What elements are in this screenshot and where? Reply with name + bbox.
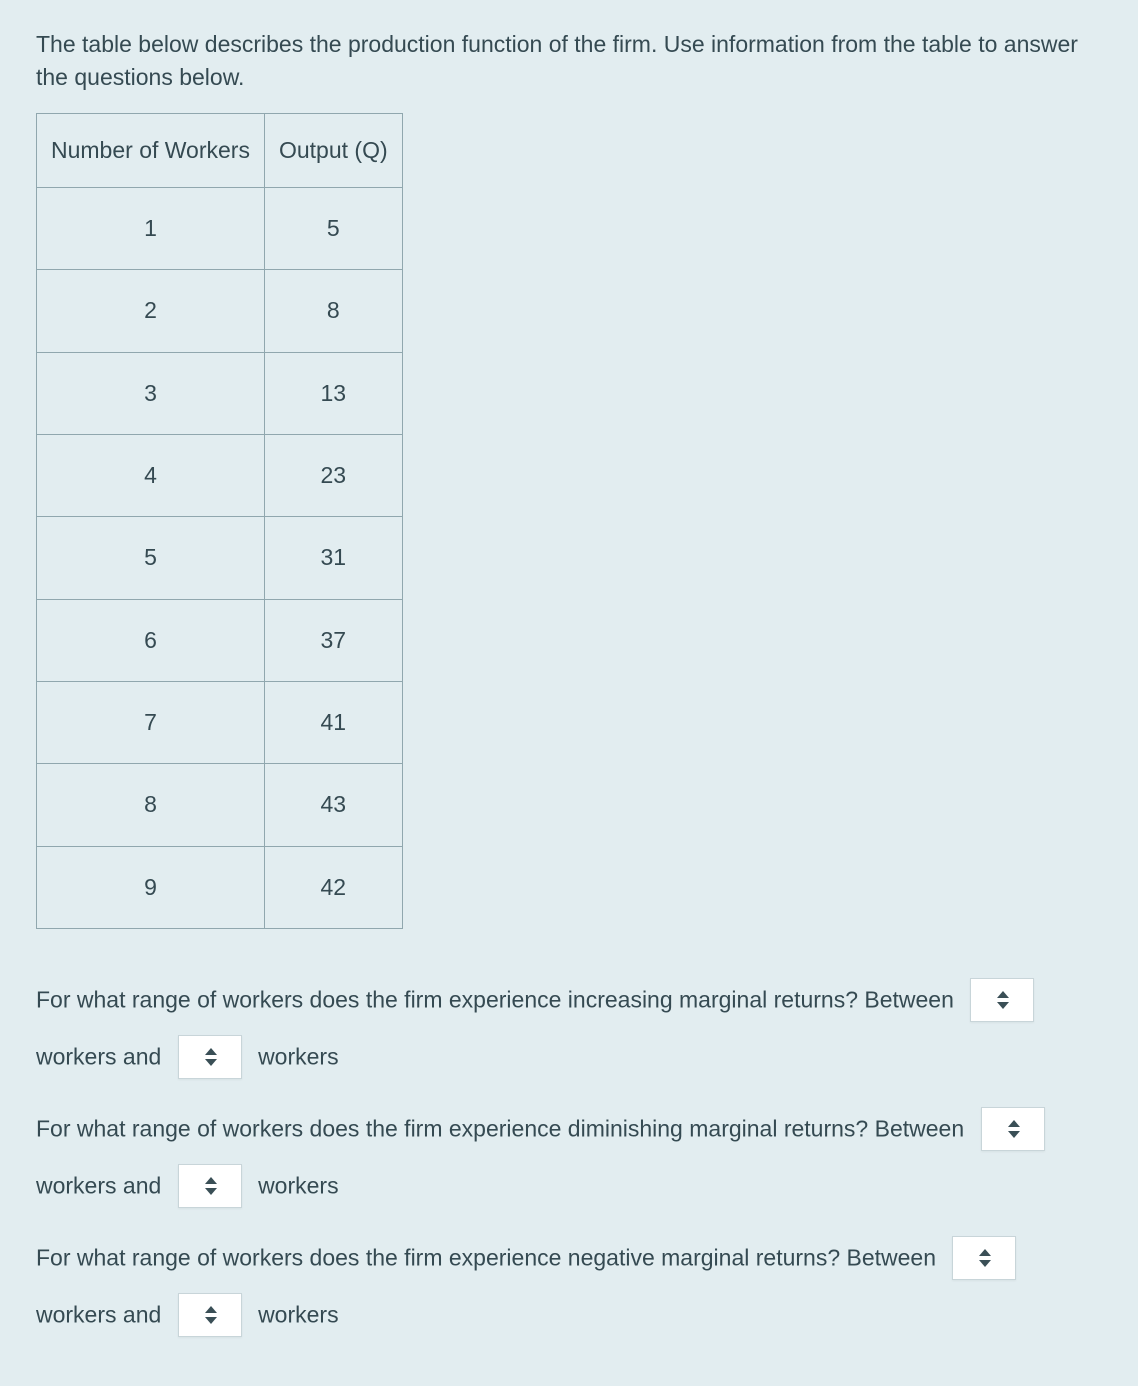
table-row: 3 13 xyxy=(37,352,403,434)
table-row: 1 5 xyxy=(37,188,403,270)
q2-mid: workers and xyxy=(36,1172,161,1198)
table-row: 9 42 xyxy=(37,846,403,928)
cell-workers: 2 xyxy=(37,270,265,352)
q2-text-a: For what range of workers does the firm … xyxy=(36,1115,964,1141)
cell-output: 23 xyxy=(264,435,402,517)
cell-output: 37 xyxy=(264,599,402,681)
q1-to-select[interactable] xyxy=(178,1035,242,1079)
q3-mid: workers and xyxy=(36,1301,161,1327)
cell-output: 8 xyxy=(264,270,402,352)
sort-icon xyxy=(203,1048,217,1066)
table-row: 8 43 xyxy=(37,764,403,846)
table-row: 5 31 xyxy=(37,517,403,599)
q1-tail: workers xyxy=(258,1043,339,1069)
q3-tail: workers xyxy=(258,1301,339,1327)
col-output-header: Output (Q) xyxy=(264,113,402,187)
cell-output: 42 xyxy=(264,846,402,928)
cell-output: 13 xyxy=(264,352,402,434)
col-workers-header: Number of Workers xyxy=(37,113,265,187)
q1-from-select[interactable] xyxy=(970,978,1034,1022)
q2-to-select[interactable] xyxy=(178,1164,242,1208)
q3-from-select[interactable] xyxy=(952,1236,1016,1280)
cell-workers: 8 xyxy=(37,764,265,846)
table-header-row: Number of Workers Output (Q) xyxy=(37,113,403,187)
cell-workers: 6 xyxy=(37,599,265,681)
cell-workers: 9 xyxy=(37,846,265,928)
cell-workers: 1 xyxy=(37,188,265,270)
sort-icon xyxy=(977,1249,991,1267)
q3-to-select[interactable] xyxy=(178,1293,242,1337)
q2-tail: workers xyxy=(258,1172,339,1198)
intro-text: The table below describes the production… xyxy=(36,28,1102,95)
cell-output: 31 xyxy=(264,517,402,599)
cell-output: 41 xyxy=(264,682,402,764)
q1-text-a: For what range of workers does the firm … xyxy=(36,986,954,1012)
sort-icon xyxy=(1006,1120,1020,1138)
cell-output: 5 xyxy=(264,188,402,270)
cell-workers: 3 xyxy=(37,352,265,434)
cell-workers: 5 xyxy=(37,517,265,599)
question-diminishing-returns: For what range of workers does the firm … xyxy=(36,1100,1102,1213)
cell-workers: 7 xyxy=(37,682,265,764)
sort-icon xyxy=(203,1177,217,1195)
q3-text-a: For what range of workers does the firm … xyxy=(36,1245,936,1271)
table-row: 7 41 xyxy=(37,682,403,764)
cell-output: 43 xyxy=(264,764,402,846)
production-table: Number of Workers Output (Q) 1 5 2 8 3 1… xyxy=(36,113,403,929)
table-row: 6 37 xyxy=(37,599,403,681)
table-row: 4 23 xyxy=(37,435,403,517)
sort-icon xyxy=(995,991,1009,1009)
q2-from-select[interactable] xyxy=(981,1107,1045,1151)
cell-workers: 4 xyxy=(37,435,265,517)
question-negative-returns: For what range of workers does the firm … xyxy=(36,1229,1102,1342)
table-row: 2 8 xyxy=(37,270,403,352)
question-increasing-returns: For what range of workers does the firm … xyxy=(36,971,1102,1084)
q1-mid: workers and xyxy=(36,1043,161,1069)
sort-icon xyxy=(203,1306,217,1324)
